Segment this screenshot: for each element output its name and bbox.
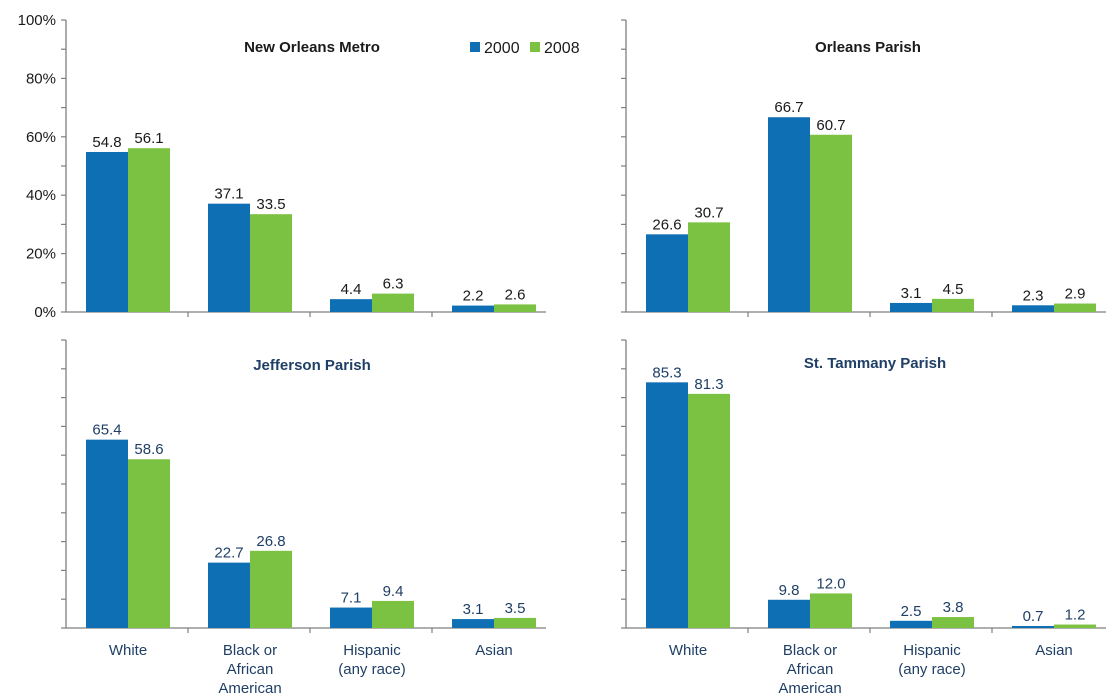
data-label: 3.8 — [943, 599, 964, 616]
bar-2000 — [646, 382, 688, 628]
y-tick-label: 80% — [26, 70, 56, 87]
bar-2008 — [810, 593, 852, 628]
legend-label-2000: 2000 — [484, 40, 520, 57]
bar-2000 — [646, 234, 688, 312]
data-label: 4.5 — [943, 281, 964, 298]
data-label: 2.9 — [1065, 286, 1086, 303]
bar-2000 — [208, 562, 250, 628]
y-tick-label: 100% — [18, 12, 56, 29]
bar-2008 — [932, 298, 974, 312]
bar-2008 — [932, 617, 974, 628]
chart-panels: 0% 20% 40% 60% 80% 100% New Orleans Metro 54.8 5… — [18, 12, 1106, 697]
bar-2000 — [330, 299, 372, 312]
x-category-label: (any race) — [898, 661, 966, 678]
data-label: 54.8 — [92, 134, 121, 151]
data-label: 81.3 — [694, 376, 723, 393]
data-label: 26.8 — [256, 533, 285, 550]
panel-title: St. Tammany Parish — [804, 355, 946, 372]
data-label: 30.7 — [694, 204, 723, 221]
data-label: 60.7 — [816, 117, 845, 134]
bar-2000 — [330, 607, 372, 628]
bar-2008 — [250, 214, 292, 312]
data-label: 3.1 — [463, 601, 484, 618]
bar-2008 — [372, 600, 414, 628]
data-label: 4.4 — [341, 281, 362, 298]
data-label: 2.5 — [901, 603, 922, 620]
x-category-label: Black or — [783, 642, 837, 659]
legend-swatch-2000 — [470, 42, 480, 52]
data-label: 2.3 — [1023, 287, 1044, 304]
bar-2000 — [890, 302, 932, 312]
y-tick-label: 60% — [26, 129, 56, 146]
bar-2000 — [86, 439, 128, 628]
bar-2008 — [688, 393, 730, 628]
data-label: 22.7 — [214, 545, 243, 562]
data-label: 33.5 — [256, 196, 285, 213]
data-label: 65.4 — [92, 422, 121, 439]
legend-label-2008: 2008 — [544, 40, 580, 57]
data-label: 6.3 — [383, 276, 404, 293]
data-label: 12.0 — [816, 575, 845, 592]
bar-2008 — [688, 222, 730, 312]
bar-2000 — [1012, 625, 1054, 628]
data-label: 9.4 — [383, 583, 404, 600]
panel-title: Jefferson Parish — [253, 357, 371, 374]
y-tick-label: 20% — [26, 246, 56, 263]
panel-title: Orleans Parish — [815, 39, 921, 56]
x-category-label: (any race) — [338, 661, 406, 678]
x-category-label: Asian — [475, 642, 513, 659]
data-label: 58.6 — [134, 441, 163, 458]
data-label: 26.6 — [652, 216, 681, 233]
data-label: 37.1 — [214, 186, 243, 203]
y-tick-label: 0% — [34, 304, 56, 321]
x-category-label: Asian — [1035, 642, 1073, 659]
y-tick-label: 40% — [26, 187, 56, 204]
bar-2008 — [494, 304, 536, 312]
bar-2008 — [250, 550, 292, 628]
bar-2008 — [128, 459, 170, 628]
bar-2000 — [86, 151, 128, 312]
bar-2000 — [768, 117, 810, 313]
legend-swatch-2008 — [530, 42, 540, 52]
bar-2000 — [452, 619, 494, 628]
bar-2000 — [768, 599, 810, 628]
x-category-label: Black or — [223, 642, 277, 659]
x-category-label: White — [669, 642, 707, 659]
bar-2008 — [372, 293, 414, 312]
data-label: 2.6 — [505, 286, 526, 303]
bar-2008 — [128, 148, 170, 312]
data-label: 1.2 — [1065, 607, 1086, 624]
bar-2008 — [810, 134, 852, 312]
data-label: 7.1 — [341, 590, 362, 607]
bar-2000 — [1012, 305, 1054, 312]
x-category-label: Hispanic — [343, 642, 401, 659]
chart-panel: St. Tammany Parish 85.3 81.3 White 9.8 12.0 Bl… — [621, 339, 1106, 697]
chart-panel: Orleans Parish 26.6 30.7 66.7 60.7 3.1 4.5 2.3 2… — [621, 19, 1106, 317]
data-label: 2.2 — [463, 288, 484, 305]
bar-2000 — [890, 620, 932, 628]
chart-panel: 0% 20% 40% 60% 80% 100% New Orleans Metro 54.8 5… — [18, 12, 546, 321]
bar-2000 — [208, 203, 250, 312]
panel-title: New Orleans Metro — [244, 39, 380, 56]
x-category-label: African — [227, 661, 274, 678]
chart-panel: Jefferson Parish 65.4 58.6 White 22.7 26.8 Bla… — [61, 339, 546, 697]
bar-2008 — [1054, 303, 1096, 312]
bar-2000 — [452, 305, 494, 312]
x-category-label: African — [787, 661, 834, 678]
data-label: 3.5 — [505, 600, 526, 617]
data-label: 66.7 — [774, 99, 803, 116]
bar-2008 — [1054, 624, 1096, 628]
x-category-label: White — [109, 642, 147, 659]
bar-2008 — [494, 617, 536, 628]
data-label: 0.7 — [1023, 608, 1044, 625]
legend: 2000 2008 — [470, 40, 580, 57]
x-category-label: American — [778, 680, 841, 697]
data-label: 9.8 — [779, 582, 800, 599]
x-category-label: Hispanic — [903, 642, 961, 659]
data-label: 3.1 — [901, 285, 922, 302]
x-category-label: American — [218, 680, 281, 697]
data-label: 56.1 — [134, 130, 163, 147]
data-label: 85.3 — [652, 364, 681, 381]
